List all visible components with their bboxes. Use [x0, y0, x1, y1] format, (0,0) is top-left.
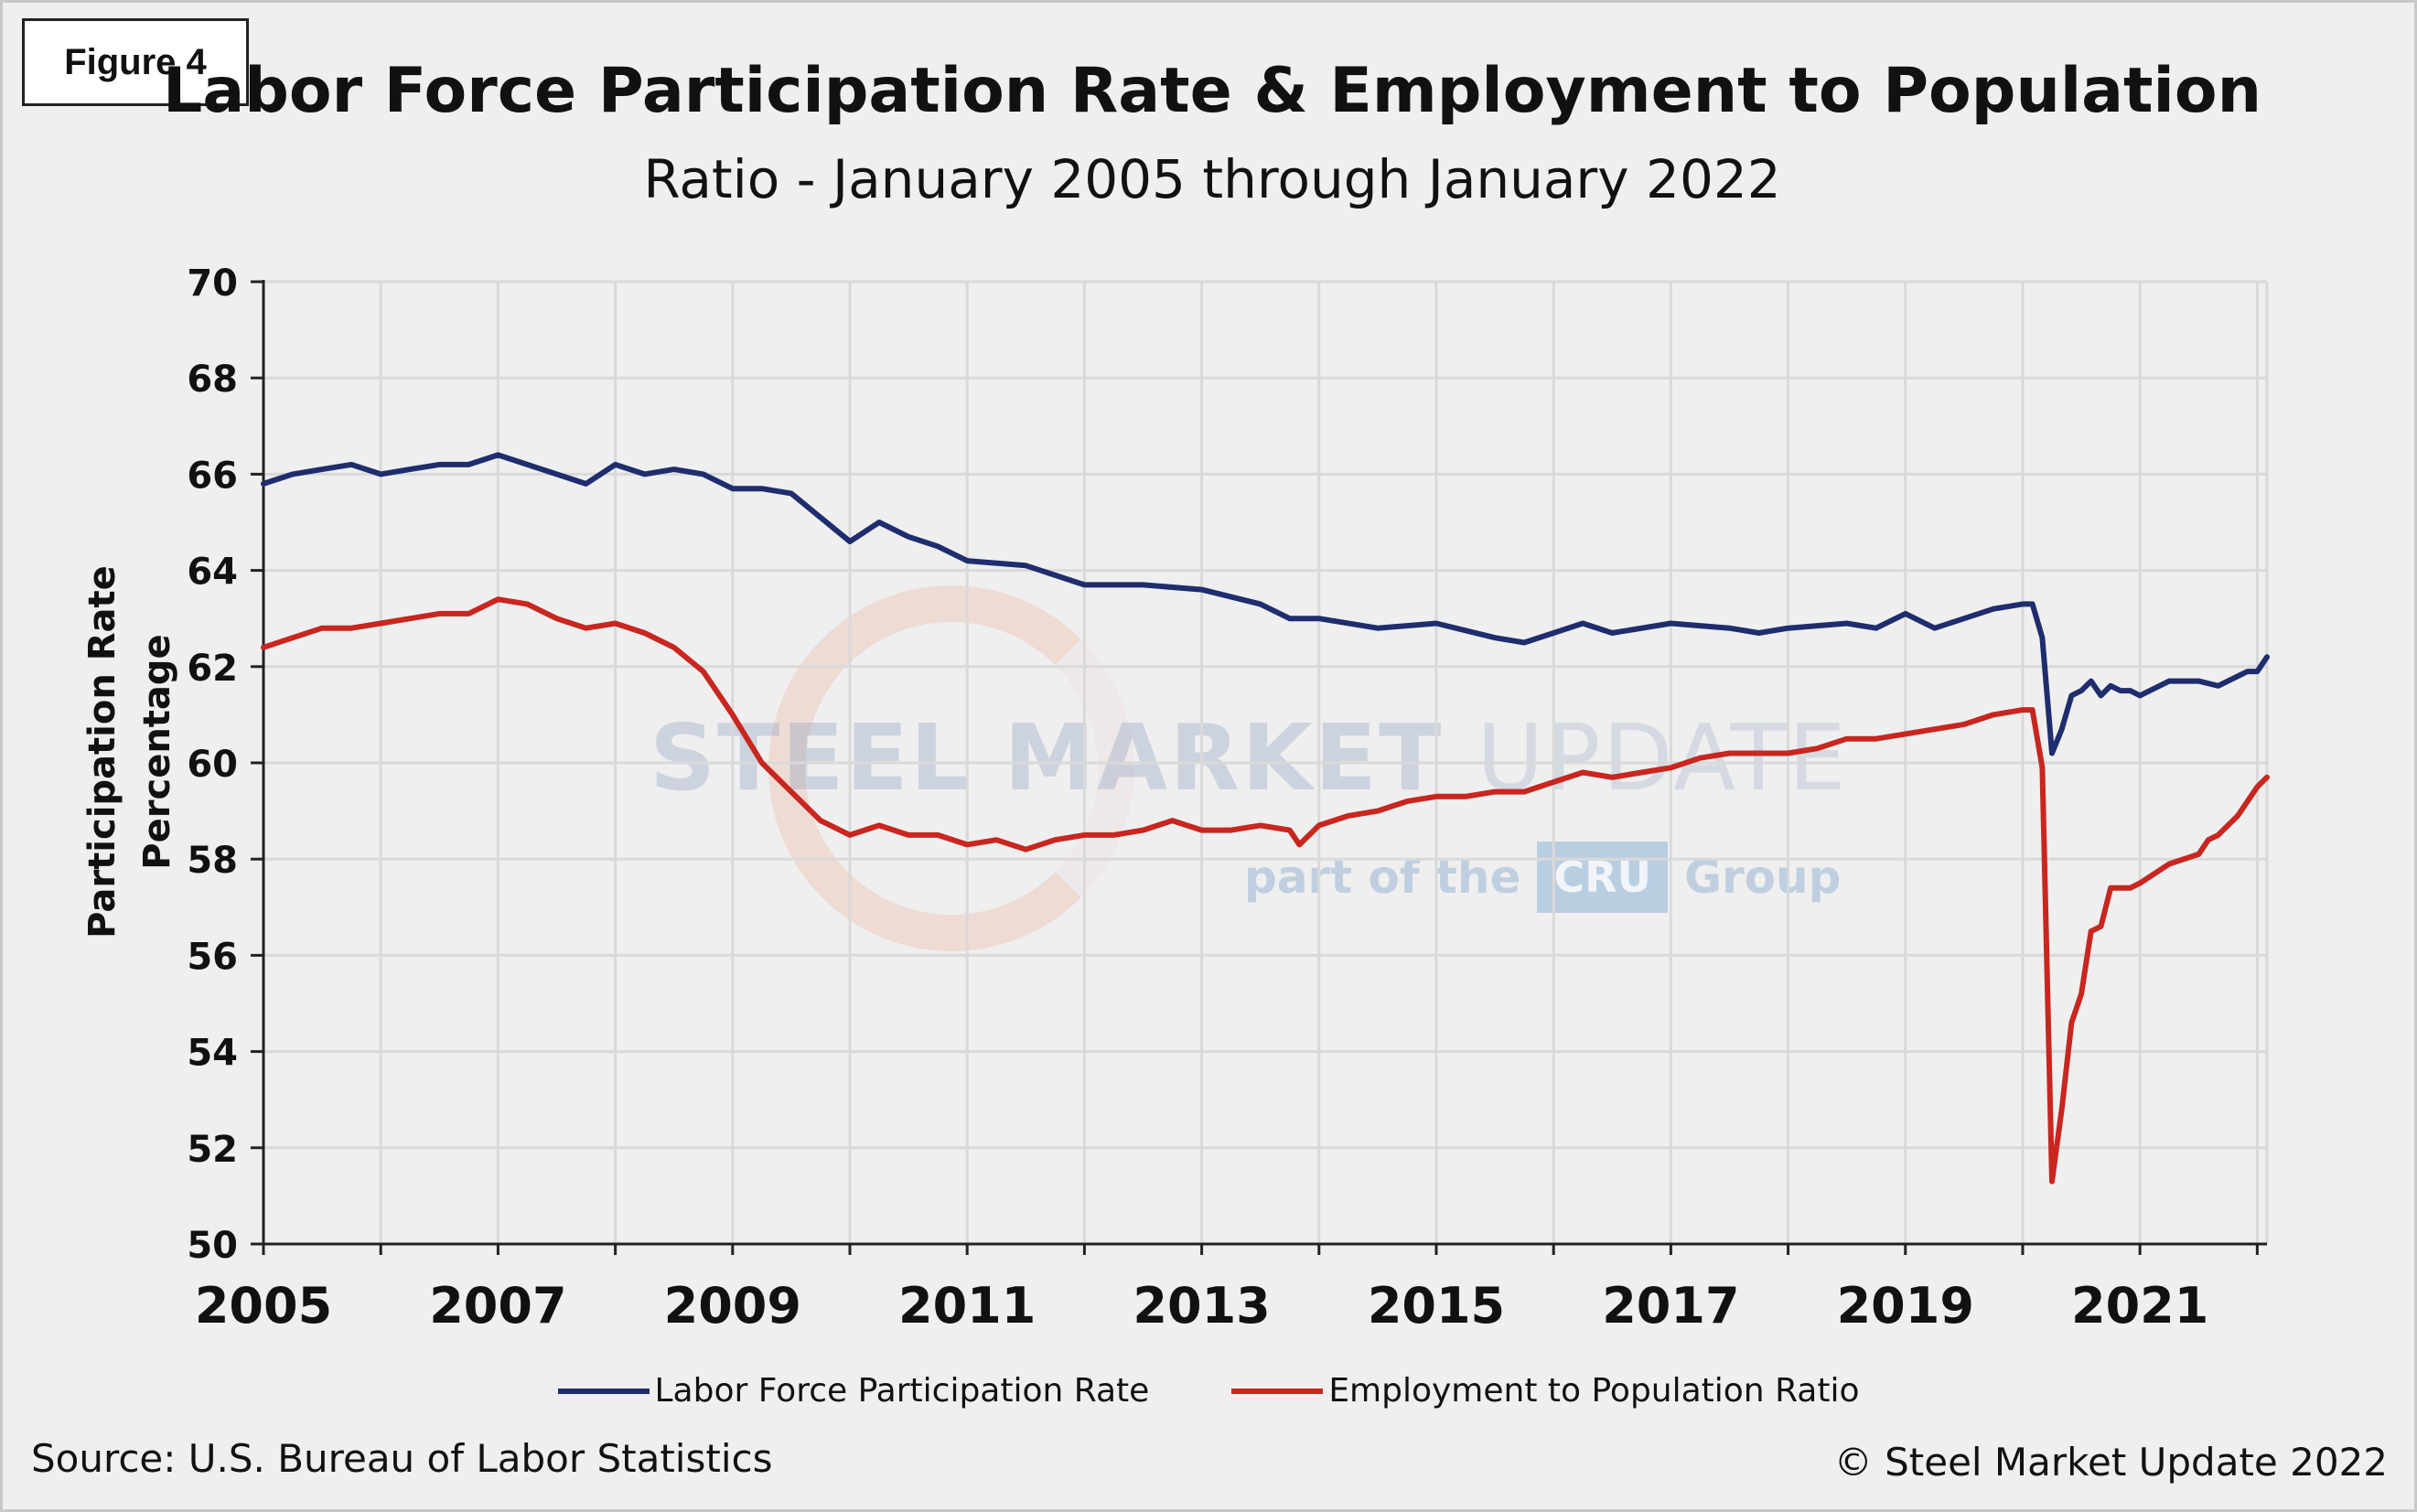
y-tick-label: 54 [187, 1033, 238, 1075]
y-axis-title: Participation Rate Percentage [81, 565, 178, 938]
y-tick-label: 66 [187, 455, 238, 497]
axes: 50 52 54 56 58 60 62 64 66 68 70 2005 2007 2009 2011 20… [187, 263, 2267, 1335]
series-line-epop [261, 596, 2270, 1185]
figure-label: Figure 4 [22, 18, 249, 106]
y-tick-label: 52 [187, 1129, 238, 1171]
y-tick-label: 70 [187, 263, 238, 305]
y-tick-label: 68 [187, 359, 238, 401]
legend-label-lfpr: Labor Force Participation Rate [654, 1372, 1150, 1410]
copyright-note: © Steel Market Update 2022 [1833, 1440, 2388, 1485]
y-tick-label: 62 [187, 648, 238, 690]
x-tick-label: 2007 [429, 1277, 566, 1335]
source-note: Source: U.S. Bureau of Labor Statistics [31, 1436, 773, 1481]
y-tick-label: 50 [187, 1225, 238, 1267]
legend-item-epop: Employment to Population Ratio [1231, 1372, 1860, 1410]
x-tick-label: 2017 [1602, 1277, 1739, 1335]
legend-label-epop: Employment to Population Ratio [1328, 1372, 1860, 1410]
series-line-lfpr [261, 452, 2270, 756]
x-tick-label: 2005 [195, 1277, 332, 1335]
y-tick-label: 56 [187, 936, 238, 978]
legend-swatch-lfpr [557, 1388, 650, 1394]
chart-subtitle: Ratio - January 2005 through January 202… [643, 148, 1781, 210]
y-tick-label: 58 [187, 840, 238, 882]
x-tick-label: 2011 [898, 1277, 1036, 1335]
x-tick-label: 2015 [1368, 1277, 1505, 1335]
x-tick-label: 2021 [2071, 1277, 2208, 1335]
series-lines [261, 452, 2270, 1185]
legend-swatch-epop [1231, 1388, 1324, 1394]
gridlines [262, 280, 2269, 1244]
legend-item-lfpr: Labor Force Participation Rate [557, 1372, 1150, 1410]
y-tick-label: 64 [187, 552, 238, 594]
x-tick-label: 2019 [1837, 1277, 1974, 1335]
x-tick-label: 2009 [664, 1277, 801, 1335]
chart-title: Labor Force Participation Rate & Employm… [162, 55, 2261, 127]
y-tick-label: 60 [187, 744, 238, 786]
legend: Labor Force Participation Rate Employmen… [0, 1372, 2417, 1410]
x-tick-label: 2013 [1133, 1277, 1270, 1335]
